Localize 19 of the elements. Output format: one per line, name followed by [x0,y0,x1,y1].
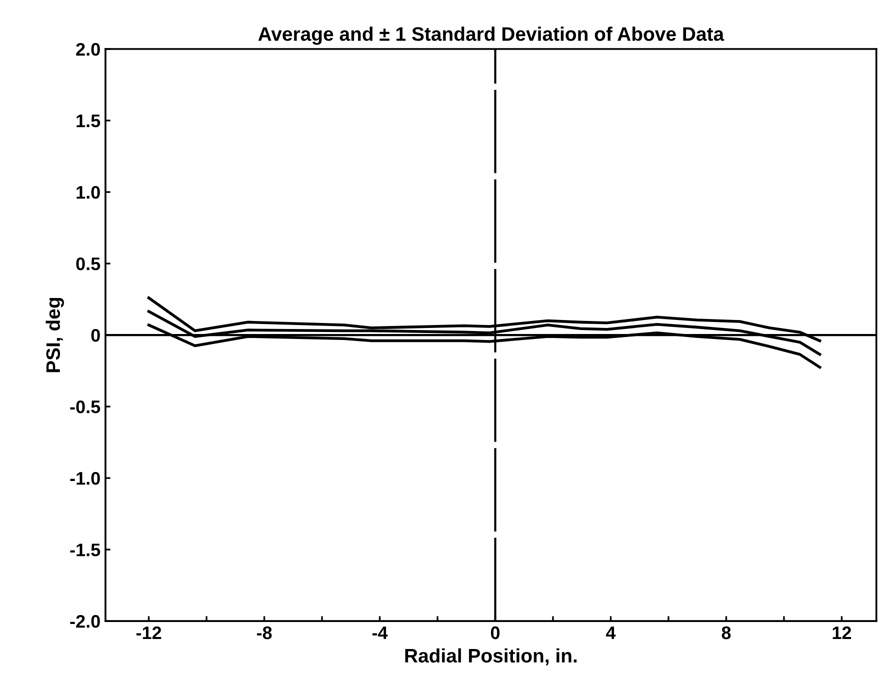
x-tick-label: 0 [490,626,500,640]
y-tick-label: -2.0 [70,615,100,628]
y-tick-label: 0 [91,328,100,342]
y-tick-label: -1.0 [70,472,100,485]
y-tick-label: 1.5 [76,114,100,128]
x-tick-label: -12 [136,626,162,640]
x-tick-label: 4 [606,626,616,640]
y-tick-label: -0.5 [70,400,100,414]
x-tick-label: -8 [256,626,272,640]
y-axis-title: PSI, deg [46,298,64,372]
x-tick-label: 12 [832,626,852,640]
x-tick-label: -4 [372,626,388,640]
y-tick-label: 2.0 [76,42,100,56]
chart-title: Average and ± 1 Standard Deviation of Above Data [258,26,724,45]
x-tick-label: 8 [722,626,731,640]
x-axis-title: Radial Position, in. [405,648,577,666]
y-tick-label: 1.0 [76,186,100,199]
y-tick-label: 0.5 [76,257,100,270]
y-tick-label: -1.5 [70,544,100,556]
